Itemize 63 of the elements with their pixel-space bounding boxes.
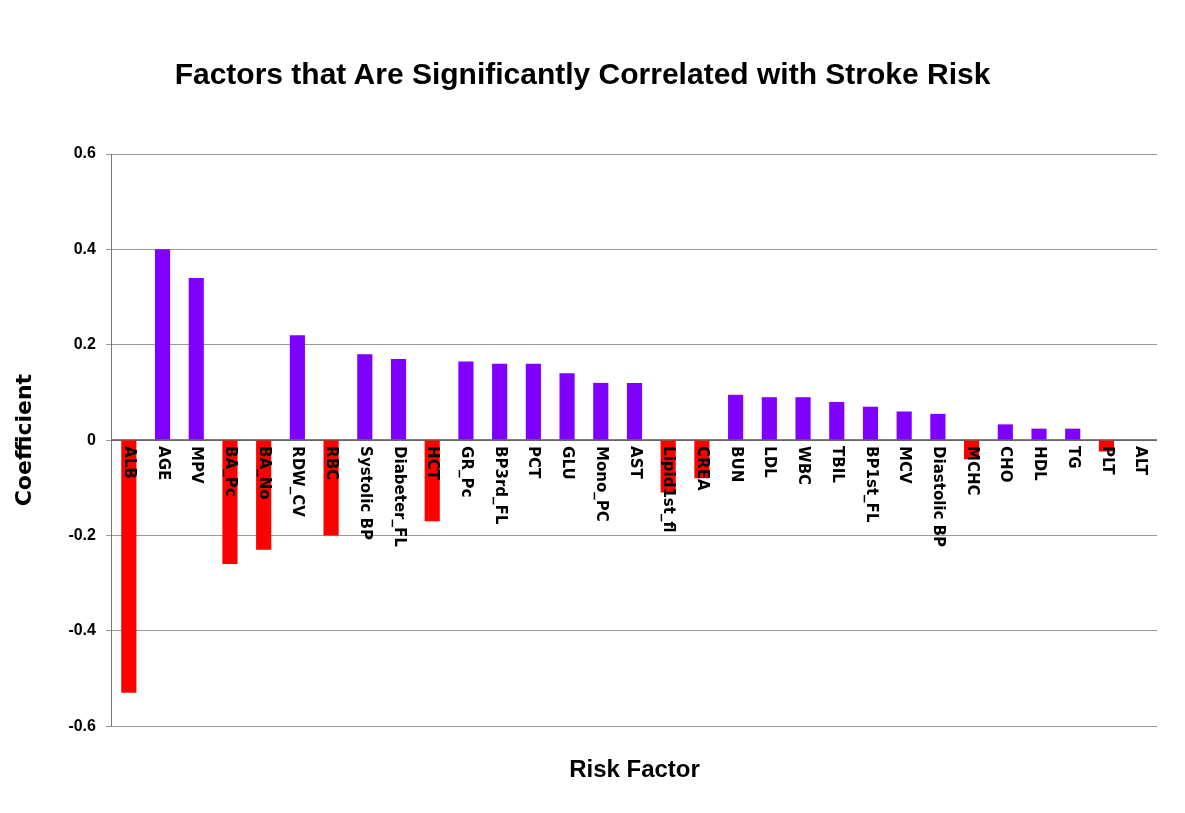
x-tick-label: PLT <box>1098 446 1117 476</box>
x-tick-label: MCV <box>896 446 915 485</box>
bar <box>1031 428 1047 440</box>
bar <box>862 406 879 440</box>
y-tick-label: 0.4 <box>73 239 97 257</box>
bar <box>896 411 912 440</box>
y-tick-label: -0.2 <box>68 525 97 543</box>
x-tick-label: MPV <box>188 446 207 485</box>
bar <box>492 363 508 440</box>
y-tick-label: -0.4 <box>68 621 97 639</box>
x-tick-label: RDW_CV <box>289 446 308 518</box>
x-tick-label: Diastolic BP <box>929 446 948 548</box>
bar <box>357 354 373 440</box>
bar <box>188 277 204 440</box>
x-tick-label: Lipid1st_fl <box>660 446 679 533</box>
bar <box>626 382 643 440</box>
x-tick-label: BP3rd_FL <box>491 446 510 525</box>
x-tick-label: BUN <box>727 446 746 483</box>
bar <box>930 413 946 440</box>
x-tick-label: ALT <box>1132 446 1151 476</box>
x-tick-label: TBIL <box>828 446 847 484</box>
bar <box>121 440 137 693</box>
x-tick-label: GLU <box>559 446 578 480</box>
x-tick-label: TG <box>1064 446 1083 469</box>
bar <box>761 397 777 440</box>
bar <box>289 335 305 440</box>
x-tick-label: PCT <box>525 446 544 480</box>
x-tick-label: WBC <box>795 446 814 486</box>
x-tick-label: HDL <box>1031 446 1050 482</box>
bar <box>795 397 811 440</box>
y-axis-title: Coefficient <box>10 373 36 507</box>
bar <box>559 373 575 440</box>
bar <box>390 359 407 440</box>
bar <box>458 361 474 440</box>
x-tick-label: AGE <box>154 446 173 481</box>
x-tick-label: LDL <box>761 446 780 479</box>
y-tick-label: 0.6 <box>73 144 97 162</box>
x-tick-label: ALB <box>120 446 139 479</box>
x-tick-label: Diabeter_FL <box>390 446 409 548</box>
x-tick-label: BP1st_FL <box>862 446 881 523</box>
y-tick-label: -0.6 <box>68 716 97 734</box>
x-tick-label: HCT <box>424 446 443 481</box>
x-tick-label: CHO <box>997 446 1016 483</box>
bar <box>593 382 609 440</box>
bar <box>829 401 845 440</box>
bar <box>525 363 541 440</box>
x-tick-label: MCHC <box>963 446 982 496</box>
x-tick-label: Systolic BP <box>356 446 375 540</box>
y-tick-label: 0 <box>87 430 97 448</box>
x-axis-title: Risk Factor <box>569 755 700 783</box>
x-tick-label: CREA <box>694 446 713 491</box>
x-tick-label: RBC <box>323 446 342 481</box>
chart-title: Factors that Are Significantly Correlated with Stroke Risk <box>174 57 991 91</box>
bar <box>154 249 171 440</box>
x-tick-label: BA_No <box>255 446 274 500</box>
bar <box>997 424 1013 440</box>
bar <box>1065 428 1081 440</box>
x-tick-label: BA_Pc <box>222 446 241 497</box>
x-tick-label: Mono_PC <box>592 446 611 522</box>
x-tick-label: AST <box>626 446 645 480</box>
y-tick-label: 0.2 <box>73 335 97 353</box>
bar <box>728 394 744 440</box>
x-tick-label: GR_Pc <box>458 446 477 498</box>
